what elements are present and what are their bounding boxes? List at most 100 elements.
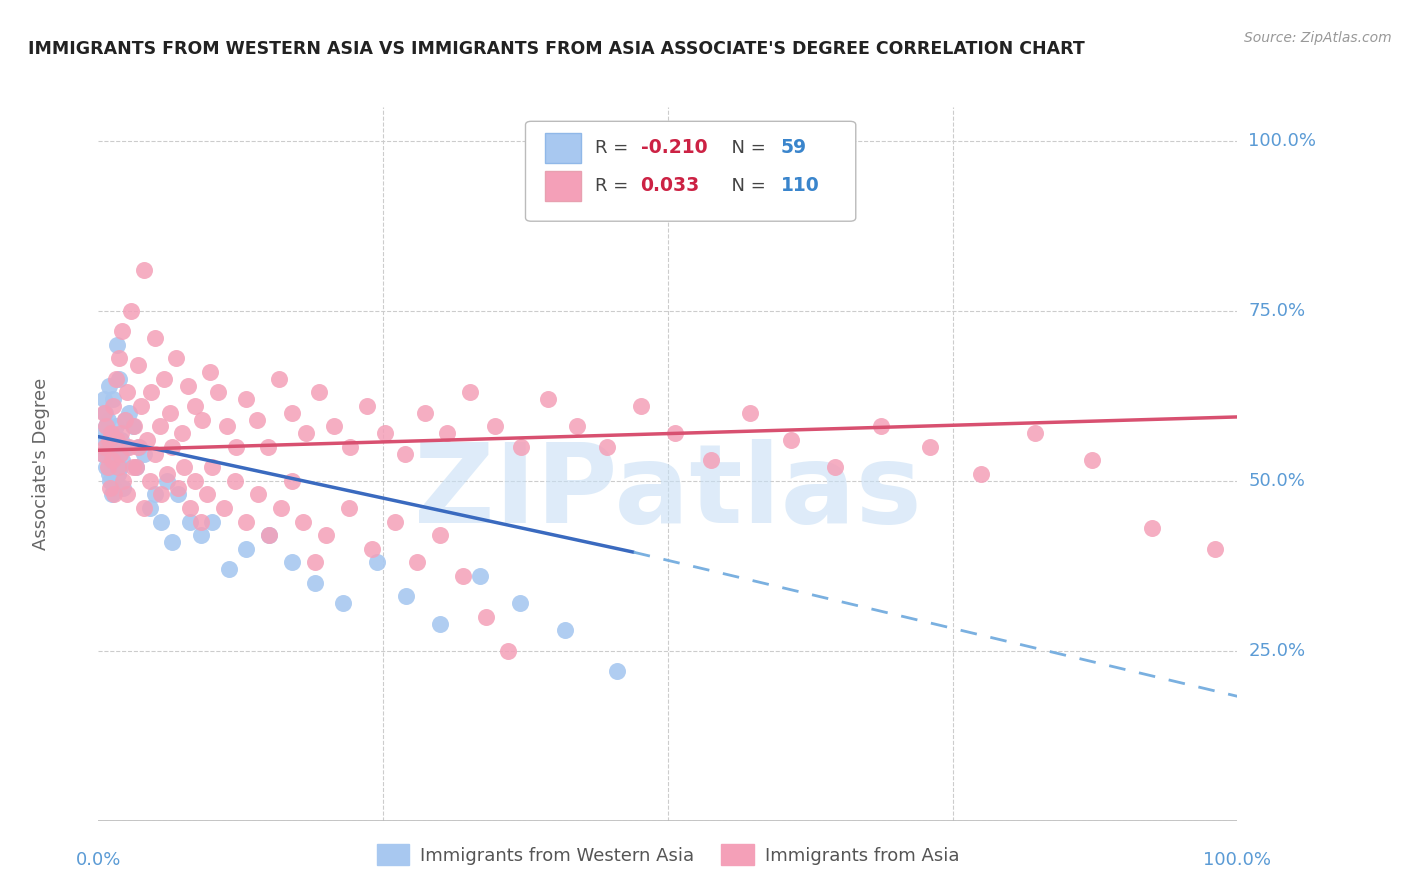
Point: [112, 481, 135, 495]
Point: [339, 440, 361, 454]
Point: [413, 406, 436, 420]
Point: [269, 372, 291, 386]
Point: [201, 515, 224, 529]
Point: [91, 447, 114, 461]
Point: [596, 440, 619, 454]
Point: [115, 487, 138, 501]
Point: [281, 474, 304, 488]
Point: [510, 440, 533, 454]
Point: [105, 433, 128, 447]
Text: 100.0%: 100.0%: [1204, 851, 1271, 869]
Point: [356, 399, 378, 413]
Point: [100, 453, 122, 467]
Point: [105, 338, 128, 352]
Point: [294, 426, 316, 441]
Point: [104, 372, 127, 386]
Point: [122, 419, 145, 434]
Point: [98, 474, 121, 488]
Point: [630, 399, 652, 413]
Point: [156, 474, 179, 488]
Point: [869, 419, 891, 434]
Point: [114, 412, 136, 426]
Point: [451, 569, 474, 583]
Point: [257, 440, 280, 454]
Point: [554, 624, 576, 638]
Point: [179, 501, 201, 516]
Text: IMMIGRANTS FROM WESTERN ASIA VS IMMIGRANTS FROM ASIA ASSOCIATE'S DEGREE CORRELAT: IMMIGRANTS FROM WESTERN ASIA VS IMMIGRAN…: [28, 40, 1085, 58]
Point: [225, 440, 247, 454]
Point: [110, 426, 132, 441]
Point: [105, 440, 128, 454]
Point: [104, 419, 127, 434]
Point: [150, 515, 173, 529]
Point: [132, 263, 155, 277]
Point: [259, 528, 281, 542]
Point: [700, 453, 723, 467]
Point: [111, 453, 134, 467]
FancyBboxPatch shape: [546, 133, 581, 162]
Point: [173, 460, 195, 475]
Point: [115, 440, 138, 454]
Point: [918, 440, 941, 454]
Point: [509, 596, 531, 610]
Text: 59: 59: [780, 138, 807, 157]
Point: [474, 609, 496, 624]
Point: [101, 453, 124, 467]
Point: [170, 426, 193, 441]
Point: [103, 399, 125, 413]
Text: 110: 110: [780, 176, 820, 195]
Point: [108, 372, 131, 386]
Text: -0.210: -0.210: [641, 138, 707, 157]
Point: [139, 385, 162, 400]
Point: [108, 460, 131, 475]
Point: [235, 541, 257, 556]
Point: [107, 467, 129, 481]
Point: [156, 467, 179, 481]
Point: [108, 351, 131, 366]
Point: [94, 406, 117, 420]
Point: [308, 385, 330, 400]
Point: [97, 378, 120, 392]
Point: [107, 460, 129, 475]
Point: [235, 392, 257, 407]
Point: [259, 528, 281, 542]
Point: [281, 406, 304, 420]
Point: [162, 440, 184, 454]
Text: R =: R =: [595, 177, 640, 194]
Point: [97, 433, 120, 447]
Text: N =: N =: [720, 177, 772, 194]
Point: [304, 555, 326, 569]
Point: [394, 447, 416, 461]
Point: [484, 419, 506, 434]
Point: [98, 440, 121, 454]
Point: [406, 555, 429, 569]
Point: [167, 487, 190, 501]
Point: [149, 419, 172, 434]
Point: [498, 644, 520, 658]
Point: [96, 419, 118, 434]
Point: [1080, 453, 1102, 467]
Point: [565, 419, 588, 434]
Point: [96, 419, 118, 434]
Point: [384, 515, 406, 529]
Point: [121, 460, 143, 475]
Point: [468, 569, 491, 583]
Point: [93, 392, 115, 407]
Point: [738, 406, 761, 420]
Point: [179, 515, 201, 529]
Point: [1204, 541, 1226, 556]
Point: [212, 501, 235, 516]
Point: [103, 487, 125, 501]
Point: [96, 447, 118, 461]
Point: [132, 501, 155, 516]
Point: [127, 359, 149, 373]
Text: Associate's Degree: Associate's Degree: [32, 377, 51, 550]
Text: 75.0%: 75.0%: [1249, 301, 1306, 320]
Point: [201, 460, 224, 475]
Point: [246, 412, 269, 426]
Point: [374, 426, 396, 441]
Point: [177, 378, 200, 392]
Point: [360, 541, 382, 556]
Point: [153, 372, 176, 386]
Point: [108, 447, 131, 461]
